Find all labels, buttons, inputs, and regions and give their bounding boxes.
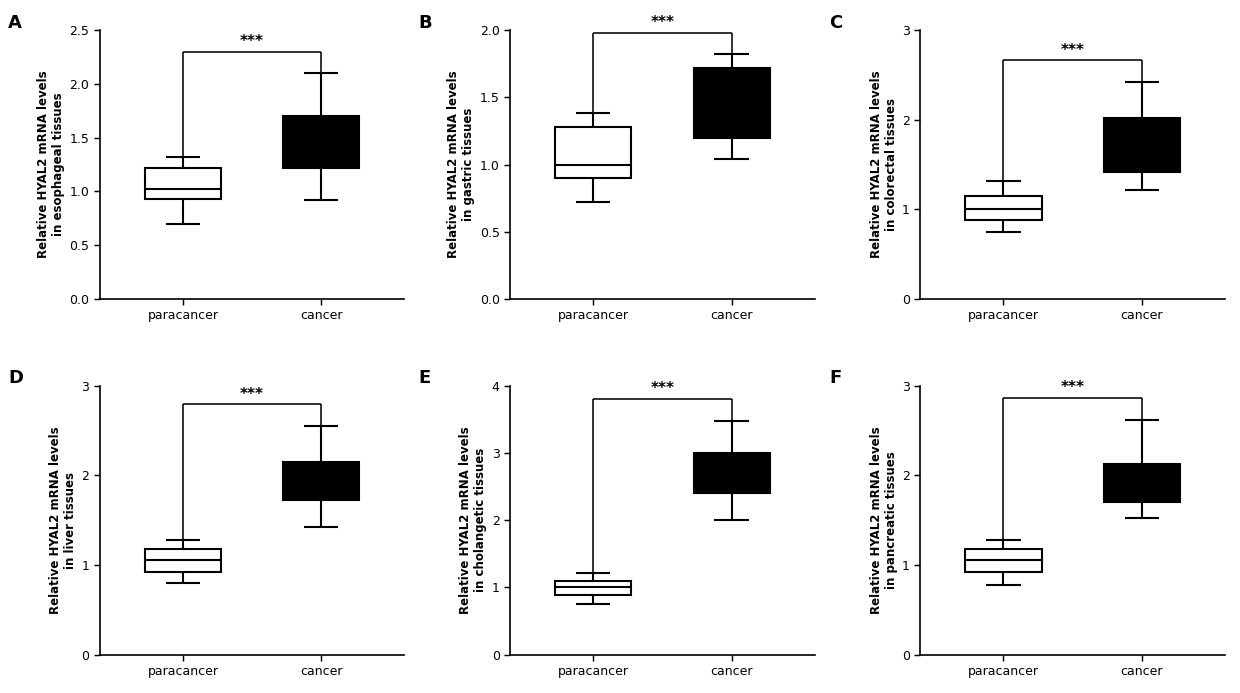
Text: F: F	[830, 369, 841, 387]
Text: D: D	[9, 369, 24, 387]
Bar	[556, 127, 631, 178]
Bar	[145, 549, 221, 572]
Bar	[693, 68, 770, 138]
Text: E: E	[419, 369, 432, 387]
Bar	[1104, 464, 1180, 502]
Y-axis label: Relative HYAL2 mRNA levels
in cholangetic tissues: Relative HYAL2 mRNA levels in cholangeti…	[460, 426, 487, 614]
Y-axis label: Relative HYAL2 mRNA levels
in esophageal tissues: Relative HYAL2 mRNA levels in esophageal…	[37, 71, 66, 258]
Bar	[283, 462, 360, 500]
Bar	[966, 549, 1042, 572]
Y-axis label: Relative HYAL2 mRNA levels
in liver tissues: Relative HYAL2 mRNA levels in liver tiss…	[50, 426, 77, 614]
Y-axis label: Relative HYAL2 mRNA levels
in gastric tissues: Relative HYAL2 mRNA levels in gastric ti…	[448, 71, 475, 258]
Text: B: B	[419, 14, 433, 32]
Bar	[966, 196, 1042, 220]
Text: ***: ***	[241, 387, 264, 402]
Text: C: C	[830, 14, 842, 32]
Bar	[283, 116, 360, 168]
Text: ***: ***	[1060, 380, 1085, 396]
Bar	[693, 453, 770, 493]
Text: ***: ***	[651, 381, 675, 396]
Y-axis label: Relative HYAL2 mRNA levels
in colorectal tissues: Relative HYAL2 mRNA levels in colorectal…	[869, 71, 898, 258]
Text: ***: ***	[241, 34, 264, 49]
Y-axis label: Relative HYAL2 mRNA levels
in pancreatic tissues: Relative HYAL2 mRNA levels in pancreatic…	[869, 426, 898, 614]
Bar	[145, 168, 221, 199]
Text: A: A	[9, 14, 22, 32]
Bar	[1104, 118, 1180, 172]
Bar	[556, 581, 631, 595]
Text: ***: ***	[651, 15, 675, 30]
Text: ***: ***	[1060, 43, 1085, 58]
